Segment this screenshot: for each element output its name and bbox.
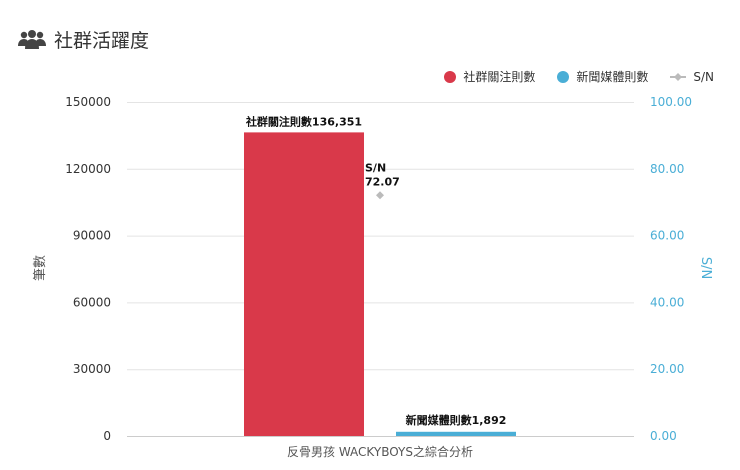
left-axis-title: 筆數 (33, 255, 48, 281)
chart-legend: 社群關注則數 新聞媒體則數 S/N (422, 68, 714, 85)
legend-label-social: 社群關注則數 (463, 70, 536, 84)
right-tick-label: 60.00 (650, 229, 684, 243)
gridlines (127, 102, 634, 371)
users-icon (18, 30, 46, 49)
right-axis-ticks: 0.00 20.00 40.00 60.00 80.00 100.00 (650, 95, 692, 443)
bar-social[interactable] (244, 132, 364, 436)
bars (244, 132, 516, 436)
left-tick-label: 150000 (65, 95, 111, 109)
left-tick-label: 90000 (73, 229, 111, 243)
data-label-sn-value: 72.07 (365, 175, 400, 188)
legend-item-sn[interactable]: S/N (670, 70, 714, 84)
data-labels: 社群關注則數136,351 新聞媒體則數1,892 S/N72.07 (245, 114, 506, 426)
right-tick-label: 0.00 (650, 429, 677, 443)
bar-news[interactable] (396, 431, 516, 436)
section-header: 社群活躍度 (18, 22, 149, 56)
category-label: 反骨男孩 WACKYBOYS之綜合分析 (287, 444, 473, 459)
left-axis-ticks: 0 30000 60000 90000 120000 150000 (65, 95, 111, 443)
left-tick-label: 60000 (73, 295, 111, 309)
section-title: 社群活躍度 (54, 29, 150, 52)
sn-point[interactable] (376, 191, 384, 200)
left-tick-label: 30000 (73, 362, 111, 376)
legend-swatch-social (444, 70, 457, 83)
legend-label-news: 新聞媒體則數 (576, 70, 649, 84)
right-tick-label: 80.00 (650, 162, 684, 176)
legend-swatch-sn (670, 72, 687, 81)
data-label-social: 社群關注則數136,351 (245, 114, 362, 128)
data-label-sn-name: S/N (365, 161, 386, 174)
legend-item-news[interactable]: 新聞媒體則數 (557, 68, 648, 85)
data-label-news: 新聞媒體則數1,892 (406, 413, 507, 427)
left-tick-label: 0 (103, 429, 111, 443)
legend-swatch-news (557, 70, 570, 83)
legend-label-sn: S/N (693, 69, 714, 84)
legend-item-social[interactable]: 社群關注則數 (444, 68, 535, 85)
right-tick-label: 20.00 (650, 362, 684, 376)
left-tick-label: 120000 (65, 162, 111, 176)
right-axis-title: S/N (698, 257, 713, 279)
right-tick-label: 100.00 (650, 95, 692, 109)
right-tick-label: 40.00 (650, 295, 684, 309)
